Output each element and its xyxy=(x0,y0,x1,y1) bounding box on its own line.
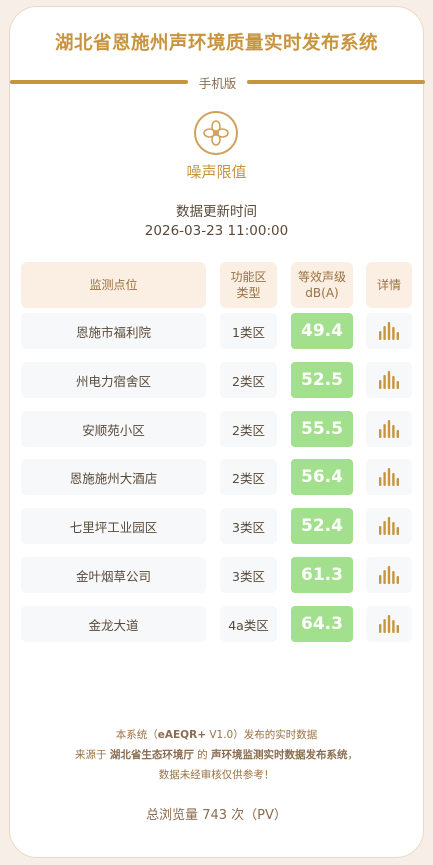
table-cell-site[interactable]: 州电力宿舍区 xyxy=(21,362,206,398)
table-cell-value: 61.3 xyxy=(291,557,353,593)
mobile-version-label: 手机版 xyxy=(198,76,237,91)
detail-button[interactable] xyxy=(366,411,412,447)
table-cell-zone: 3类区 xyxy=(220,557,277,593)
table-cell-site[interactable]: 恩施市福利院 xyxy=(21,313,206,349)
table-cell-zone: 2类区 xyxy=(220,459,277,495)
table-cell-value: 52.4 xyxy=(291,508,353,544)
mobile-divider: 手机版 xyxy=(10,73,425,91)
table-cell-zone: 3类区 xyxy=(220,508,277,544)
table-cell-site[interactable]: 恩施施州大酒店 xyxy=(21,459,206,495)
header-level: 等效声级 dB(A) xyxy=(291,262,353,308)
flower-icon[interactable] xyxy=(194,111,238,155)
page-title: 湖北省恩施州声环境质量实时发布系统 xyxy=(54,33,378,54)
table-cell-value: 64.3 xyxy=(291,606,353,642)
page-view-count: 总浏览量 743 次（PV） xyxy=(146,808,287,823)
table-cell-value: 52.5 xyxy=(291,362,353,398)
header-site: 监测点位 xyxy=(21,262,206,308)
footer-line-1: 本系统（eAEQR+ V1.0）发布的实时数据 xyxy=(115,729,318,741)
table-cell-zone: 2类区 xyxy=(220,411,277,447)
main-card: 湖北省恩施州声环境质量实时发布系统 手机版 噪声限值 数据更新时间 2026-0… xyxy=(9,6,425,858)
detail-button[interactable] xyxy=(366,362,412,398)
detail-button[interactable] xyxy=(366,459,412,495)
header-zone: 功能区 类型 xyxy=(220,262,277,308)
divider-line-left xyxy=(10,80,188,84)
noise-limit-label[interactable]: 噪声限值 xyxy=(186,163,247,181)
table-cell-site[interactable]: 金叶烟草公司 xyxy=(21,557,206,593)
footer-line-3: 数据未经审核仅供参考！ xyxy=(158,769,275,781)
divider-line-right xyxy=(247,80,425,84)
footer-line-2: 来源于 湖北省生态环境厅 的 声环境监测实时数据发布系统， xyxy=(74,749,359,761)
detail-button[interactable] xyxy=(366,557,412,593)
table-cell-site[interactable]: 安顺苑小区 xyxy=(21,411,206,447)
detail-button[interactable] xyxy=(366,508,412,544)
update-time-value: 2026-03-23 11:00:00 xyxy=(144,223,289,239)
detail-button[interactable] xyxy=(366,313,412,349)
table-cell-value: 55.5 xyxy=(291,411,353,447)
table-cell-site[interactable]: 金龙大道 xyxy=(21,606,206,642)
table-cell-site[interactable]: 七里坪工业园区 xyxy=(21,508,206,544)
table-cell-value: 56.4 xyxy=(291,459,353,495)
update-time-label: 数据更新时间 xyxy=(176,204,257,220)
table-cell-zone: 1类区 xyxy=(220,313,277,349)
header-detail: 详情 xyxy=(366,262,412,308)
detail-button[interactable] xyxy=(366,606,412,642)
table-cell-zone: 2类区 xyxy=(220,362,277,398)
table-cell-zone: 4a类区 xyxy=(220,606,277,642)
table-cell-value: 49.4 xyxy=(291,313,353,349)
